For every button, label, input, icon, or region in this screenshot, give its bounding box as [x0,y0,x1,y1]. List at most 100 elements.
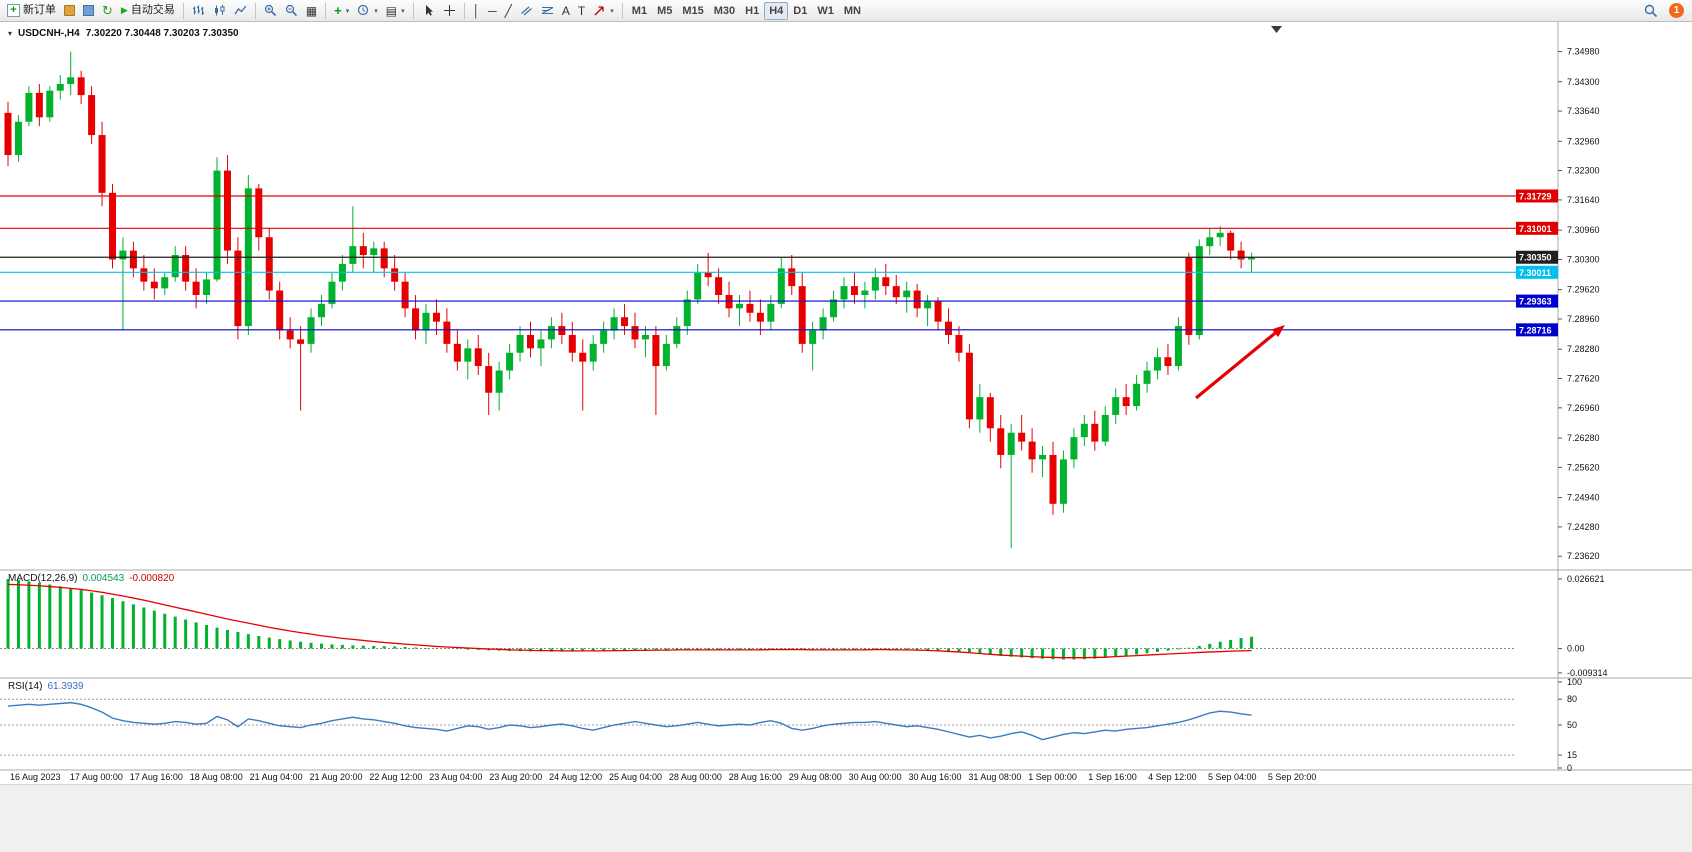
candle-bullish [547,326,555,340]
price-scale-label: 7.34300 [1567,77,1600,87]
fibonacci-icon [541,7,554,14]
toolbar-separator [254,2,256,19]
search-button[interactable] [1640,1,1662,20]
zoom-in-button[interactable] [260,1,281,20]
tile-windows-button[interactable]: ▦ [302,1,321,20]
chart-canvas[interactable]: 7.34980 7.34300 7.33640 7.32960 7.32300 7.316… [0,22,1692,784]
date-label[interactable]: 18 Aug 08:00 [190,772,243,782]
candle-bearish [746,303,754,313]
candle-bearish [1185,257,1193,335]
price-level-tag [1516,294,1558,308]
toolbar-separator [325,2,327,19]
candle-bullish [1143,370,1151,384]
candle-bullish [1039,454,1047,460]
date-label[interactable]: 21 Aug 20:00 [310,772,363,782]
candle-bullish [1195,246,1203,335]
crosshair-button[interactable] [439,1,460,20]
date-label[interactable]: 31 Aug 08:00 [968,772,1021,782]
candle-bearish [965,352,973,420]
date-label[interactable]: 4 Sep 12:00 [1148,772,1197,782]
date-label[interactable]: 29 Aug 08:00 [789,772,842,782]
date-label[interactable]: 30 Aug 16:00 [909,772,962,782]
new-order-button[interactable]: + 新订单 [3,1,60,20]
label-button[interactable]: T [574,1,589,20]
date-label[interactable]: 28 Aug 00:00 [669,772,722,782]
candle-bullish [56,83,64,91]
periods-button[interactable]: ▾ [353,1,382,20]
candle-bearish [892,286,900,298]
fibonacci-button[interactable] [537,1,558,20]
candle-bearish [1227,232,1235,251]
zoom-out-button[interactable] [281,1,302,20]
date-label[interactable]: 16 Aug 2023 [10,772,61,782]
candle-bearish [704,272,712,278]
candle-bullish [464,348,472,362]
date-label[interactable]: 1 Sep 00:00 [1028,772,1077,782]
rsi-scale-label: 80 [1567,694,1577,704]
timeframe-button-m5[interactable]: M5 [652,2,677,20]
line-chart-button[interactable] [230,1,251,20]
date-label[interactable]: 25 Aug 04:00 [609,772,662,782]
date-label[interactable]: 24 Aug 12:00 [549,772,602,782]
market-button[interactable] [60,1,79,20]
timeframe-button-d1[interactable]: D1 [788,2,812,20]
price-scale-label: 7.28960 [1567,314,1600,324]
cursor-button[interactable] [418,1,439,20]
annotation-arrow[interactable] [1194,332,1276,400]
candle-bearish [850,286,858,295]
date-label[interactable]: 1 Sep 16:00 [1088,772,1137,782]
candle-chart-button[interactable] [209,1,230,20]
autoscroll-marker-icon[interactable] [1271,26,1282,33]
candle-bullish [1112,397,1120,415]
vertical-line-button[interactable]: │ [469,1,485,20]
price-level-tag-label: 7.30011 [1519,268,1551,278]
horizontal-line-button[interactable]: ─ [484,1,501,20]
timeframe-button-h1[interactable]: H1 [740,2,764,20]
bar-chart-button[interactable] [188,1,209,20]
timeframe-button-h4[interactable]: H4 [764,2,789,20]
toolbar-separator [621,2,623,19]
rsi-value: 61.3939 [47,681,84,692]
candle-bullish [1206,237,1214,247]
candle-bearish [997,428,1005,455]
date-label[interactable]: 30 Aug 00:00 [849,772,902,782]
date-label[interactable]: 28 Aug 16:00 [729,772,782,782]
candle-bearish [77,77,85,96]
timeframe-button-m15[interactable]: M15 [677,2,708,20]
indicators-button[interactable]: + ▾ [330,1,353,20]
chart-title: ▾ USDCNH-,H4 7.30220 7.30448 7.30203 7.3… [8,28,239,39]
horizontal-line-icon: ─ [488,3,497,18]
date-label[interactable]: 5 Sep 04:00 [1208,772,1257,782]
text-button[interactable]: A [558,1,574,20]
timeframe-button-w1[interactable]: W1 [812,2,839,20]
text-tool-icon: A [561,3,570,18]
timeframe-button-mn[interactable]: MN [839,2,866,20]
date-label[interactable]: 21 Aug 04:00 [250,772,303,782]
candle-bullish [14,121,22,156]
date-label[interactable]: 22 Aug 12:00 [369,772,422,782]
trendline-button[interactable]: ╱ [501,1,516,20]
candle-bearish [621,317,629,327]
channel-button[interactable] [516,1,537,20]
timeframe-button-m30[interactable]: M30 [709,2,740,20]
price-scale-label: 7.34980 [1567,47,1600,57]
date-label[interactable]: 23 Aug 20:00 [489,772,542,782]
chart-menu-icon[interactable]: ▾ [8,29,13,38]
candle-bearish [109,192,116,260]
arrows-button[interactable]: ▾ [589,1,618,20]
templates-button[interactable]: ▤ ▾ [382,1,409,20]
date-label[interactable]: 5 Sep 20:00 [1268,772,1317,782]
date-label[interactable]: 17 Aug 00:00 [70,772,123,782]
profile-button[interactable] [79,1,98,20]
candle-bullish [1133,383,1141,407]
chevron-down-icon: ▾ [345,7,350,15]
notification-badge[interactable]: 1 [1669,3,1684,18]
rsi-scale-label: 50 [1567,720,1577,730]
date-label[interactable]: 23 Aug 04:00 [429,772,482,782]
timeframe-button-m1[interactable]: M1 [627,2,652,20]
candle-bullish [819,317,827,331]
auto-trading-button[interactable]: ▶ 自动交易 [117,1,179,20]
refresh-button[interactable]: ↻ [98,1,117,20]
annotation-arrow-head [1271,325,1285,338]
date-label[interactable]: 17 Aug 16:00 [130,772,183,782]
